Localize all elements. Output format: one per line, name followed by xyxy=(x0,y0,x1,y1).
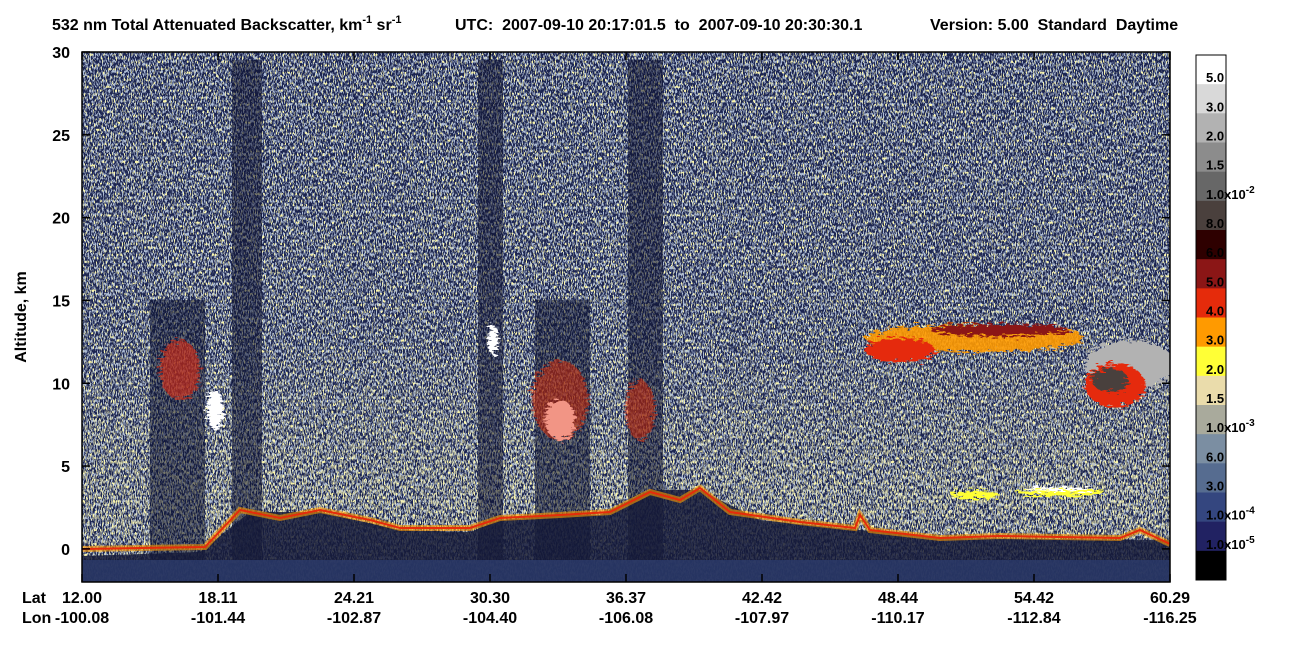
colorbar-swatch xyxy=(1196,317,1226,348)
utc-range: UTC: 2007-09-10 20:17:01.5 to 2007-09-10… xyxy=(455,17,862,34)
x-tick-label: -106.08 xyxy=(599,610,653,627)
x-tick-label: 60.29 xyxy=(1150,590,1190,607)
y-tick-label: 10 xyxy=(52,376,70,393)
x-tick-label: -102.87 xyxy=(327,610,381,627)
colorbar-label-text: 1.0x10 xyxy=(1206,420,1246,435)
colorbar-label: 1.0x10-4 xyxy=(1206,506,1255,523)
colorbar-swatch xyxy=(1196,550,1226,581)
colorbar-label-exponent: -3 xyxy=(1246,418,1255,429)
colorbar-label-text: 1.0x10 xyxy=(1206,537,1246,552)
colorbar-label: 1.0x10-3 xyxy=(1206,418,1255,435)
colorbar-swatch xyxy=(1196,288,1226,318)
x-tick-label: -110.17 xyxy=(871,610,924,627)
colorbar-label: 1.0x10-2 xyxy=(1206,185,1255,202)
colorbar-label: 3.0 xyxy=(1206,333,1224,348)
colorbar-label-text: 1.0x10 xyxy=(1206,187,1246,202)
x-tick-label: 18.11 xyxy=(198,590,237,607)
x-row-name: Lat xyxy=(22,590,47,607)
colorbar-label: 1.5 xyxy=(1206,158,1224,173)
y-tick-label: 25 xyxy=(52,128,70,145)
x-tick-label: 24.21 xyxy=(334,590,374,607)
x-tick-label: 12.00 xyxy=(62,590,102,607)
y-tick-label: 20 xyxy=(52,211,70,228)
y-tick-label: 0 xyxy=(61,542,70,559)
y-tick-label: 15 xyxy=(52,293,70,310)
colorbar-label: 8.0 xyxy=(1206,216,1224,231)
colorbar-label-exponent: -2 xyxy=(1246,185,1255,196)
clouds xyxy=(160,324,1170,499)
plot-image xyxy=(82,52,1170,582)
title-text: 532 nm Total Attenuated Backscatter, km xyxy=(52,17,362,34)
colorbar-label: 4.0 xyxy=(1206,304,1224,319)
colorbar-swatch xyxy=(1196,405,1226,435)
colorbar-swatch xyxy=(1196,113,1226,143)
colorbar-swatch xyxy=(1196,492,1226,523)
colorbar-swatch xyxy=(1196,259,1226,289)
colorbar-swatch xyxy=(1196,434,1226,464)
colorbar-label: 3.0 xyxy=(1206,479,1224,494)
x-tick-label: 30.30 xyxy=(470,590,510,607)
colorbar-swatch xyxy=(1196,346,1226,377)
x-tick-label: 36.37 xyxy=(606,590,646,607)
colorbar-label: 3.0 xyxy=(1206,99,1224,114)
x-tick-label: 54.42 xyxy=(1014,590,1054,607)
colorbar-label-exponent: -4 xyxy=(1246,506,1255,517)
colorbar-swatch xyxy=(1196,55,1226,85)
colorbar-swatch xyxy=(1196,171,1226,202)
colorbar-label: 2.0 xyxy=(1206,362,1224,377)
colorbar-swatch xyxy=(1196,521,1226,552)
y-tick-label: 30 xyxy=(52,45,70,62)
title-sup: -1 xyxy=(362,14,372,26)
colorbar-label: 2.0 xyxy=(1206,129,1224,144)
colorbar-label: 1.0x10-5 xyxy=(1206,535,1255,552)
colorbar-label: 6.0 xyxy=(1206,449,1224,464)
colorbar-swatch xyxy=(1196,142,1226,173)
x-row-name: Lon xyxy=(22,610,51,627)
colorbar-label: 1.5 xyxy=(1206,391,1224,406)
x-tick-label: -107.97 xyxy=(735,610,789,627)
chart-title: 532 nm Total Attenuated Backscatter, km-… xyxy=(52,14,401,34)
colorbar-label-exponent: -5 xyxy=(1246,535,1255,546)
x-tick-label: -100.08 xyxy=(55,610,109,627)
colorbar-frame xyxy=(1195,54,1227,581)
version: Version: 5.00 Standard Daytime xyxy=(930,17,1178,34)
colorbar-label-text: 1.0x10 xyxy=(1206,508,1246,523)
colorbar-label: 5.0 xyxy=(1206,70,1224,85)
title: 532 nm Total Attenuated Backscatter, km-… xyxy=(52,14,1178,34)
colorbar-label: 5.0 xyxy=(1206,274,1224,289)
x-tick-label: -104.40 xyxy=(463,610,517,627)
colorbar-swatch xyxy=(1196,463,1226,493)
colorbar-swatch xyxy=(1196,375,1226,406)
y-axis-label: Altitude, km xyxy=(13,271,30,363)
colorbar-swatch xyxy=(1196,84,1226,114)
x-tick-label: 48.44 xyxy=(878,590,918,607)
title-text: sr xyxy=(372,17,392,34)
x-tick-label: -112.84 xyxy=(1007,610,1060,627)
x-tick-label: 42.42 xyxy=(742,590,782,607)
colorbar-label: 6.0 xyxy=(1206,245,1224,260)
x-tick-label: -116.25 xyxy=(1143,610,1196,627)
x-tick-label: -101.44 xyxy=(191,610,245,627)
colorbar-swatch xyxy=(1196,230,1226,260)
colorbar-swatch xyxy=(1196,200,1226,231)
y-tick-label: 5 xyxy=(61,459,70,476)
title-sup: -1 xyxy=(392,14,402,26)
